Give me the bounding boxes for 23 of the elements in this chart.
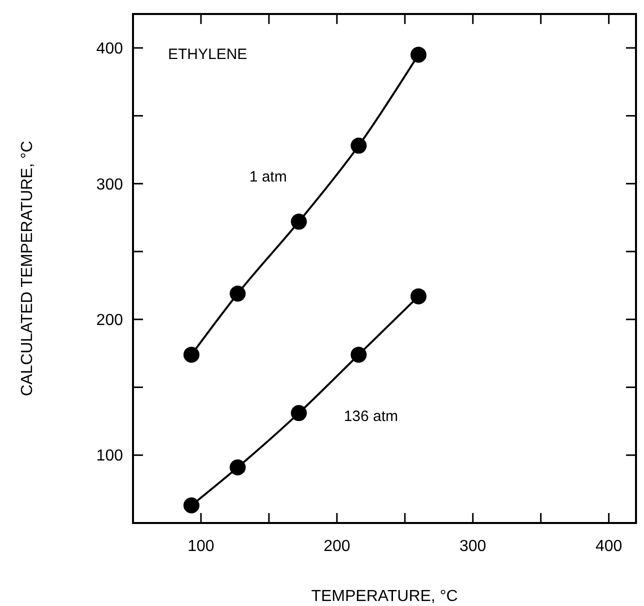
annotation: ETHYLENE: [168, 46, 248, 63]
point: [350, 346, 367, 363]
x-axis-title: TEMPERATURE, °C: [311, 588, 458, 605]
y-axis-title: CALCULATED TEMPERATURE, °C: [19, 140, 36, 396]
y-tick-label: 300: [96, 176, 124, 194]
point: [290, 405, 307, 422]
point: [410, 288, 426, 304]
series-label: 136 atm: [344, 408, 398, 426]
series-label: 1 atm: [249, 168, 287, 186]
x-tick-label: 300: [460, 538, 486, 555]
y-tick-label: 100: [96, 448, 124, 465]
x-tick-label: 100: [188, 538, 214, 555]
point: [350, 138, 367, 154]
y-tick-label: 200: [96, 312, 124, 329]
x-tick-label: 200: [324, 538, 350, 555]
point: [230, 286, 246, 302]
point: [230, 459, 246, 476]
point: [183, 497, 200, 514]
point: [410, 46, 426, 63]
x-tick-label: 400: [595, 538, 622, 555]
point: [290, 214, 307, 230]
y-tick-label: 400: [96, 40, 124, 58]
point: [183, 346, 200, 363]
